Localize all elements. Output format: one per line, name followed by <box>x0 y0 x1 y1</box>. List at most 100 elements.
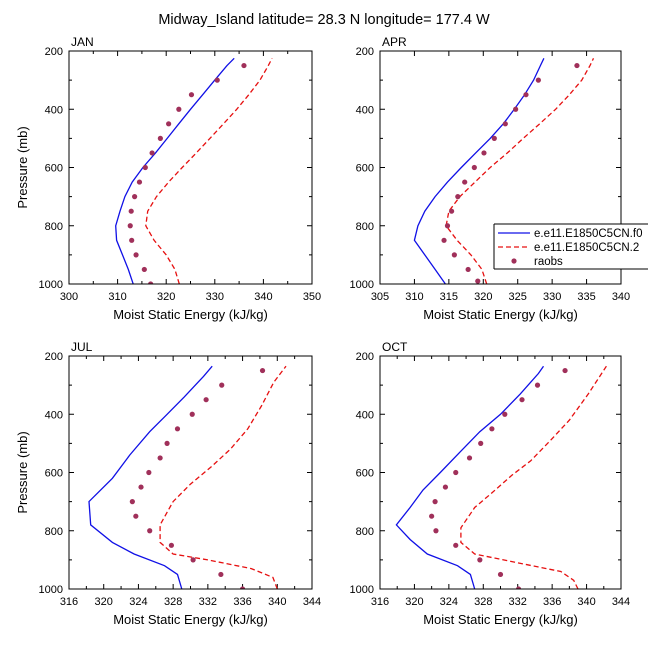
raobs-marker <box>138 484 144 490</box>
raobs-marker <box>157 135 163 141</box>
series-line-dashed <box>460 365 607 589</box>
panel-jul: JUL 316 320 324 328 332 336 340 344 200 400 600 800 1… <box>15 340 321 627</box>
y-axis-label: Pressure (mb) <box>15 126 30 208</box>
raobs-marker <box>218 571 224 578</box>
y-tick-label: 400 <box>356 104 374 116</box>
raobs-marker <box>142 164 148 171</box>
x-tick-label: 324 <box>440 596 458 608</box>
raobs-marker <box>475 278 481 284</box>
panel-label: JUL <box>71 340 93 354</box>
raobs-marker <box>455 194 461 200</box>
raobs-marker <box>149 150 155 156</box>
raobs-marker <box>174 426 181 432</box>
raobs-marker <box>534 382 541 388</box>
raobs-marker <box>141 266 147 273</box>
raobs-marker <box>497 571 504 578</box>
x-tick-label: 332 <box>509 596 527 608</box>
raobs-marker <box>214 77 220 83</box>
y-tick-label: 800 <box>45 221 63 233</box>
series-line-solid <box>115 57 235 284</box>
raobs-marker <box>441 237 447 243</box>
panel-jan: JAN 300 310 320 330 340 350 200 400 600 800 1000 Moi… <box>15 35 321 322</box>
raobs-marker <box>190 557 196 563</box>
raobs-marker <box>168 542 175 548</box>
panel-label: OCT <box>382 340 408 354</box>
legend-label: raobs <box>534 256 563 268</box>
x-tick-label: 316 <box>371 596 389 608</box>
x-tick-label: 340 <box>577 596 595 608</box>
x-tick-label: 320 <box>157 291 175 303</box>
raobs-marker <box>471 164 477 171</box>
x-tick-label: 324 <box>129 596 147 608</box>
raobs-marker <box>429 513 435 519</box>
raobs-marker <box>189 411 195 417</box>
x-tick-label: 336 <box>233 596 251 608</box>
raobs-marker <box>574 62 580 69</box>
x-tick-label: 305 <box>371 291 389 303</box>
raobs-marker <box>432 499 438 505</box>
x-tick-label: 300 <box>60 291 78 303</box>
raobs-marker <box>562 367 568 374</box>
raobs-marker <box>442 484 449 490</box>
x-tick-label: 320 <box>95 596 113 608</box>
y-tick-label: 400 <box>45 409 63 421</box>
x-tick-label: 310 <box>405 291 423 303</box>
raobs-marker <box>127 223 133 229</box>
raobs-marker <box>203 397 209 403</box>
raobs-marker <box>515 586 522 589</box>
x-tick-label: 325 <box>509 291 527 303</box>
y-tick-label: 600 <box>356 163 374 175</box>
panel-oct: OCT 316 320 324 328 332 336 340 344 200 400 600 800 1… <box>350 340 631 627</box>
legend-marker <box>511 258 517 264</box>
x-tick-label: 340 <box>254 291 272 303</box>
x-axis-label: Moist Static Energy (kJ/kg) <box>113 307 268 322</box>
y-tick-label: 200 <box>356 351 374 363</box>
x-tick-label: 316 <box>60 596 78 608</box>
y-tick-label: 1000 <box>39 279 63 291</box>
x-tick-label: 344 <box>612 596 630 608</box>
x-axis-label: Moist Static Energy (kJ/kg) <box>113 612 268 627</box>
raobs-marker <box>466 455 473 461</box>
raobs-marker <box>453 542 459 548</box>
x-tick-label: 340 <box>612 291 630 303</box>
legend-bg <box>494 224 648 269</box>
raobs-marker <box>132 194 138 200</box>
x-tick-label: 340 <box>268 596 286 608</box>
raobs-marker <box>433 528 439 534</box>
raobs-marker <box>176 106 182 112</box>
legend: e.e11.E1850C5CN.f0 e.e11.E1850C5CN.2 raobs <box>493 223 648 270</box>
raobs-marker <box>453 469 459 476</box>
y-axis-label: Pressure (mb) <box>15 431 30 513</box>
raobs-marker <box>465 266 471 273</box>
x-tick-label: 315 <box>440 291 458 303</box>
x-tick-label: 328 <box>474 596 492 608</box>
raobs-marker <box>451 252 457 258</box>
raobs-marker <box>148 281 154 284</box>
figure-title: Midway_Island latitude= 28.3 N longitude… <box>158 12 490 28</box>
y-tick-label: 1000 <box>350 584 374 596</box>
panel-apr: APR 305 310 315 320 325 330 335 340 200 400 600 800 1… <box>350 35 631 322</box>
raobs-marker <box>239 586 246 589</box>
raobs-marker <box>129 499 135 505</box>
raobs-marker <box>535 77 541 83</box>
panel-label: JAN <box>71 35 94 49</box>
y-tick-label: 1000 <box>39 584 63 596</box>
plot-frame <box>379 50 622 285</box>
y-tick-label: 600 <box>356 468 374 480</box>
raobs-marker <box>128 208 134 214</box>
y-tick-label: 1000 <box>350 279 374 291</box>
raobs-marker <box>523 92 529 98</box>
series-line-dashed <box>145 57 273 284</box>
x-tick-label: 350 <box>303 291 321 303</box>
legend-label: e.e11.E1850C5CN.f0 <box>534 228 642 240</box>
x-tick-label: 332 <box>199 596 217 608</box>
raobs-marker <box>146 469 152 476</box>
raobs-marker <box>444 223 451 229</box>
raobs-marker <box>164 440 170 446</box>
y-tick-label: 600 <box>45 163 63 175</box>
legend-entry: raobs <box>511 256 563 268</box>
raobs-marker <box>133 513 139 519</box>
raobs-marker <box>133 252 139 258</box>
raobs-marker <box>147 528 153 534</box>
